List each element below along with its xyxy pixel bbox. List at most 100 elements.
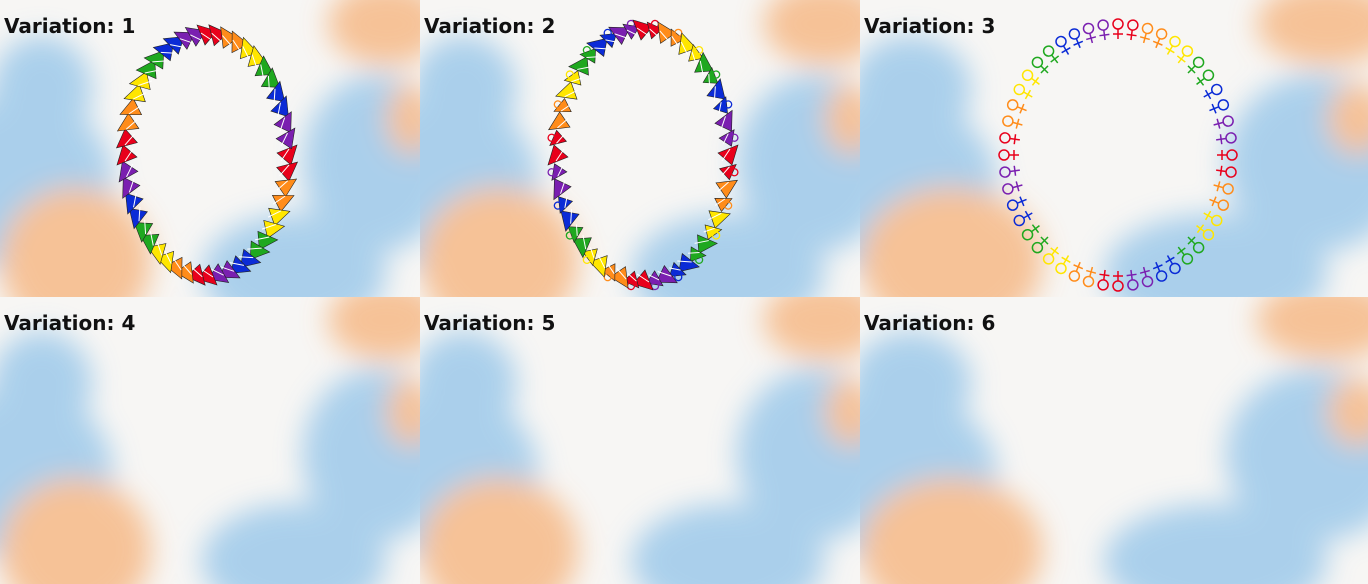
ring-triangle (270, 95, 289, 118)
ring-triangle (254, 230, 279, 251)
ring-triangle (668, 261, 687, 282)
variation-panel-3: Variation: 3 (860, 0, 1368, 297)
ring-figure (999, 165, 1020, 178)
ring-triangle (599, 28, 618, 49)
variation-panel-2: Variation: 2 (420, 0, 860, 297)
ring-figure (1213, 115, 1234, 129)
ring-triangle (162, 36, 185, 55)
ring-triangle (547, 144, 569, 166)
ring-triangle (717, 144, 739, 166)
ring-triangle (553, 196, 574, 214)
ring-figure (1209, 99, 1230, 114)
ring-figure (1209, 196, 1230, 211)
ring-figure (1126, 19, 1139, 41)
watercolor-background (0, 0, 420, 297)
variation-number: 5 (541, 311, 556, 335)
ring-figure (1013, 210, 1033, 227)
color-ring (0, 297, 420, 584)
ring-figure (999, 132, 1020, 145)
ring-triangle (175, 261, 194, 284)
ring-figure (1002, 181, 1023, 195)
ring-triangle (273, 111, 292, 134)
ring-triangle (703, 224, 723, 240)
ring-triangle (677, 253, 700, 273)
ring-figure (1042, 45, 1060, 64)
watercolor-background (0, 297, 420, 584)
variation-panel-5: Variation: 5 (420, 297, 860, 584)
ring-triangle (276, 144, 298, 166)
ring-triangle (266, 80, 286, 104)
variation-label-text: Variation: (864, 14, 975, 38)
ring-triangle (208, 24, 229, 47)
ring-triangle (655, 264, 678, 284)
ring-figure (1165, 255, 1181, 275)
ring-figure (1006, 99, 1027, 114)
ring-figure (1176, 246, 1194, 265)
ring-triangle (688, 43, 704, 63)
variation-label-text: Variation: (4, 14, 115, 38)
ring-triangle (702, 66, 721, 86)
ring-figure (998, 149, 1019, 161)
variation-number: 3 (981, 14, 996, 38)
ring-triangle (582, 247, 598, 267)
ring-figure (1152, 261, 1168, 282)
ring-triangle (555, 81, 578, 100)
ring-triangle (118, 160, 139, 183)
ring-figure (1152, 28, 1168, 49)
ring-triangle (125, 192, 144, 215)
variation-label: Variation: 5 (424, 311, 555, 335)
color-ring (115, 24, 299, 286)
ring-figure (1216, 165, 1237, 178)
ring-figure (1031, 56, 1049, 74)
ring-triangle (694, 234, 718, 254)
variation-panel-4: Variation: 4 (0, 297, 420, 584)
ring-triangle (267, 207, 291, 227)
ring-figure (1068, 261, 1084, 282)
variation-label: Variation: 2 (424, 14, 555, 38)
color-ring (547, 19, 739, 291)
watercolor-background (860, 297, 1368, 584)
ring-figure (1021, 224, 1040, 241)
ring-figure (1165, 35, 1181, 55)
ring-triangle (115, 128, 138, 149)
ring-triangle (173, 31, 196, 50)
ring-triangle (260, 67, 281, 91)
ring-figure (1196, 224, 1215, 241)
watercolor-background (860, 0, 1368, 297)
variation-label-text: Variation: (864, 311, 975, 335)
ring-triangle (572, 234, 592, 259)
ring-triangle (714, 197, 733, 212)
variation-label: Variation: 3 (864, 14, 995, 38)
variation-number: 6 (981, 311, 996, 335)
watercolor-background (420, 297, 860, 584)
ring-triangle (718, 129, 739, 147)
ring-triangle (601, 263, 616, 282)
ring-triangle (553, 178, 572, 201)
variation-label-text: Variation: (424, 311, 535, 335)
color-ring (420, 297, 860, 584)
ring-figure (1013, 83, 1033, 100)
ring-triangle (143, 50, 167, 70)
ring-triangle (657, 21, 677, 44)
ring-triangle (140, 231, 160, 255)
ring-triangle (116, 112, 140, 132)
ring-triangle (608, 26, 631, 46)
ring-triangle (123, 83, 147, 103)
variation-number: 1 (121, 14, 136, 38)
variation-label: Variation: 4 (4, 311, 135, 335)
variation-panel-6: Variation: 6 (860, 297, 1368, 584)
ring-triangle (261, 219, 286, 239)
ring-figure (1216, 132, 1237, 145)
ring-triangle (718, 163, 739, 181)
ring-figure (1176, 45, 1194, 64)
ring-triangle (568, 56, 592, 76)
ring-triangle (715, 179, 738, 199)
ring-figure (1006, 196, 1027, 211)
variation-label: Variation: 6 (864, 311, 995, 335)
ring-figure (1055, 255, 1071, 275)
ring-figure (1203, 210, 1223, 227)
ring-triangle (220, 26, 239, 49)
ring-figure (1097, 269, 1110, 291)
ring-triangle (579, 45, 599, 64)
